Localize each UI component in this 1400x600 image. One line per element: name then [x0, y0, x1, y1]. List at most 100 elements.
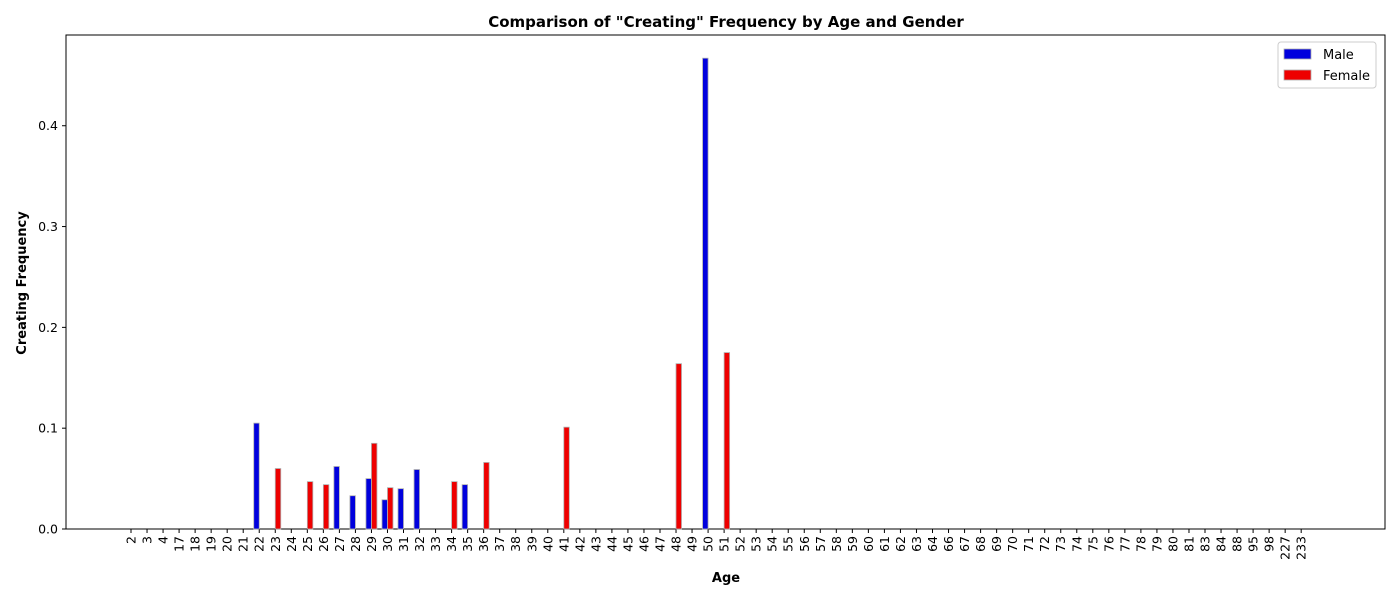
x-tick-label: 95	[1246, 536, 1261, 552]
x-tick-label: 17	[172, 536, 187, 552]
bar-female	[322, 484, 330, 530]
x-tick-label: 81	[1181, 536, 1196, 552]
x-tick-label: 78	[1133, 536, 1148, 552]
x-tick-label: 74	[1069, 536, 1084, 552]
x-tick-label: 19	[204, 536, 219, 552]
x-tick-label: 43	[588, 536, 603, 552]
bar-female	[371, 442, 378, 530]
x-tick-label: 39	[524, 536, 539, 552]
x-tick-label: 35	[460, 536, 475, 552]
x-tick-label: 66	[941, 536, 956, 552]
x-tick-label: 61	[877, 536, 892, 552]
x-tick-label: 38	[508, 536, 523, 552]
x-tick-label: 23	[268, 536, 283, 552]
x-tick-label: 84	[1214, 536, 1229, 552]
y-tick-label: 0.4	[38, 118, 58, 133]
bar-male	[349, 495, 356, 530]
legend-swatch-female	[1283, 69, 1312, 81]
x-tick-label: 30	[380, 536, 395, 552]
x-tick-label: 32	[412, 536, 427, 552]
bar-male	[702, 57, 709, 530]
bar-male	[381, 499, 388, 530]
bar-female	[483, 462, 490, 530]
bar-female	[675, 363, 682, 530]
x-tick-label: 76	[1101, 536, 1116, 552]
x-tick-label: 79	[1149, 536, 1164, 552]
x-tick-label: 72	[1037, 536, 1052, 552]
x-tick-label: 2	[124, 536, 139, 544]
x-tick-label: 83	[1198, 536, 1213, 552]
x-tick-label: 58	[829, 536, 844, 552]
x-tick-label: 18	[188, 536, 203, 552]
x-axis-label: Age	[712, 571, 740, 586]
x-tick-label: 44	[604, 536, 619, 552]
x-tick-label: 88	[1230, 536, 1245, 552]
bar-male	[333, 466, 340, 530]
y-tick-label: 0.3	[38, 219, 58, 234]
y-axis-label: Creating Frequency	[15, 211, 30, 355]
x-tick-label: 52	[733, 536, 748, 552]
x-tick-label: 68	[973, 536, 988, 552]
y-tick-label: 0.0	[38, 522, 58, 537]
x-tick-label: 56	[797, 536, 812, 552]
x-tick-label: 24	[284, 536, 299, 552]
x-tick-label: 42	[572, 536, 587, 552]
x-tick-label: 46	[636, 536, 651, 552]
x-tick-label: 47	[652, 536, 667, 552]
x-tick-label: 48	[669, 536, 684, 552]
x-tick-label: 34	[444, 536, 459, 552]
x-tick-label: 80	[1165, 536, 1180, 552]
x-tick-label: 227	[1278, 536, 1293, 560]
x-tick-label: 98	[1262, 536, 1277, 552]
x-tick-label: 62	[893, 536, 908, 552]
x-tick-label: 4	[156, 536, 171, 544]
x-tick-label: 27	[332, 536, 347, 552]
x-tick-label: 25	[300, 536, 315, 552]
x-tick-label: 54	[765, 536, 780, 552]
x-tick-label: 233	[1294, 536, 1309, 560]
legend-label-female: Female	[1323, 69, 1370, 84]
x-tick-label: 45	[620, 536, 635, 552]
x-tick-label: 55	[781, 536, 796, 552]
x-tick-label: 26	[316, 536, 331, 552]
x-tick-label: 21	[236, 536, 251, 552]
x-tick-label: 59	[845, 536, 860, 552]
x-tick-label: 20	[220, 536, 235, 552]
x-tick-label: 50	[701, 536, 716, 552]
legend-label-male: Male	[1323, 48, 1354, 63]
bar-male	[365, 478, 372, 530]
x-tick-label: 63	[909, 536, 924, 552]
x-tick-label: 22	[252, 536, 267, 552]
x-tick-label: 49	[685, 536, 700, 552]
bar-female	[563, 426, 570, 530]
x-tick-label: 73	[1053, 536, 1068, 552]
x-tick-label: 40	[540, 536, 555, 552]
x-tick-label: 70	[1005, 536, 1020, 552]
x-tick-label: 75	[1085, 536, 1100, 552]
x-tick-label: 77	[1117, 536, 1132, 552]
plot-area: 0.00.10.20.30.42 3 4 17 18 19 20 21 22 23 24 25 26 27…	[38, 34, 1386, 560]
x-tick-label: 28	[348, 536, 363, 552]
x-tick-label: 3	[140, 536, 155, 544]
x-tick-label: 36	[476, 536, 491, 552]
x-tick-label: 69	[989, 536, 1004, 552]
x-tick-label: 31	[396, 536, 411, 552]
x-tick-label: 51	[717, 536, 732, 552]
x-tick-label: 29	[364, 536, 379, 552]
x-tick-label: 71	[1021, 536, 1036, 552]
bar-male	[253, 422, 260, 530]
x-tick-label: 57	[813, 536, 828, 552]
x-tick-label: 33	[428, 536, 443, 552]
bar-male	[461, 484, 469, 530]
y-tick-label: 0.2	[38, 320, 58, 335]
bar-male	[397, 488, 404, 530]
y-tick-label: 0.1	[38, 421, 58, 436]
bar-female	[306, 481, 314, 530]
legend: Male Female	[1277, 41, 1377, 89]
x-tick-label: 41	[556, 536, 571, 552]
x-tick-label: 67	[957, 536, 972, 552]
bar-female	[723, 352, 731, 530]
bar-female	[387, 487, 394, 530]
bar-female	[451, 481, 458, 530]
